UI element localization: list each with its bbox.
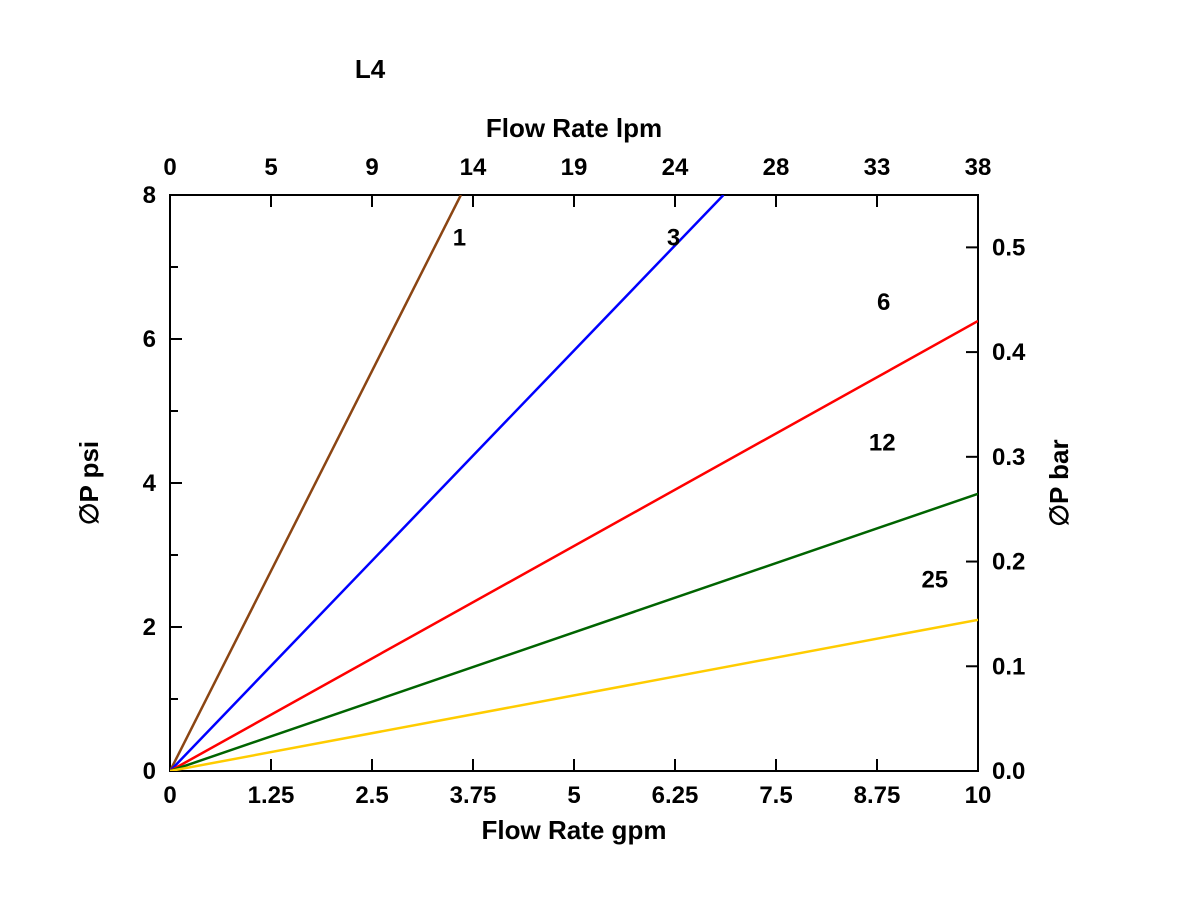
y-right-tick-label: 0.3 — [992, 444, 1025, 471]
x-bottom-tick-label: 2.5 — [355, 782, 388, 809]
y-left-tick-label: 2 — [143, 614, 156, 641]
y-right-tick-label: 0.2 — [992, 549, 1025, 576]
series-label-3: 3 — [667, 224, 680, 251]
x-top-tick-label: 38 — [965, 154, 992, 181]
series-line-6 — [170, 321, 978, 771]
series-line-1 — [170, 195, 461, 771]
x-bottom-tick-label: 10 — [965, 782, 992, 809]
y-left-tick-label: 8 — [143, 182, 156, 209]
x-top-tick-label: 33 — [864, 154, 891, 181]
x-top-axis-label: Flow Rate lpm — [486, 113, 662, 143]
x-top-tick-label: 14 — [460, 154, 487, 181]
y-left-tick-label: 0 — [143, 758, 156, 785]
x-bottom-axis-label: Flow Rate gpm — [482, 815, 667, 845]
x-top-tick-label: 5 — [264, 154, 277, 181]
x-bottom-tick-label: 8.75 — [854, 782, 901, 809]
x-bottom-tick-label: 0 — [163, 782, 176, 809]
y-right-tick-label: 0.5 — [992, 234, 1025, 261]
x-top-tick-label: 24 — [662, 154, 689, 181]
x-bottom-tick-label: 5 — [567, 782, 580, 809]
x-top-tick-label: 19 — [561, 154, 588, 181]
series-label-6: 6 — [877, 289, 890, 316]
x-bottom-tick-label: 7.5 — [759, 782, 792, 809]
series-line-12 — [170, 494, 978, 771]
chart-container: L401.252.53.7556.257.58.7510Flow Rate gp… — [0, 0, 1192, 902]
x-top-tick-label: 9 — [365, 154, 378, 181]
plot-area — [170, 195, 978, 771]
y-left-axis-label: ∅P psi — [74, 441, 104, 525]
chart-svg: L401.252.53.7556.257.58.7510Flow Rate gp… — [0, 0, 1192, 902]
y-right-axis-label: ∅P bar — [1044, 439, 1074, 526]
y-left-tick-label: 6 — [143, 326, 156, 353]
series-line-25 — [170, 620, 978, 771]
series-label-12: 12 — [869, 430, 896, 457]
x-bottom-tick-label: 1.25 — [248, 782, 295, 809]
x-bottom-tick-label: 6.25 — [652, 782, 699, 809]
y-right-tick-label: 0.4 — [992, 339, 1026, 366]
series-label-25: 25 — [921, 566, 948, 593]
y-right-tick-label: 0.0 — [992, 758, 1025, 785]
x-bottom-tick-label: 3.75 — [450, 782, 497, 809]
x-top-tick-label: 0 — [163, 154, 176, 181]
y-left-tick-label: 4 — [143, 470, 157, 497]
series-label-1: 1 — [453, 224, 466, 251]
y-right-tick-label: 0.1 — [992, 653, 1025, 680]
x-top-tick-label: 28 — [763, 154, 790, 181]
chart-title: L4 — [355, 54, 386, 84]
series-line-3 — [170, 195, 723, 771]
